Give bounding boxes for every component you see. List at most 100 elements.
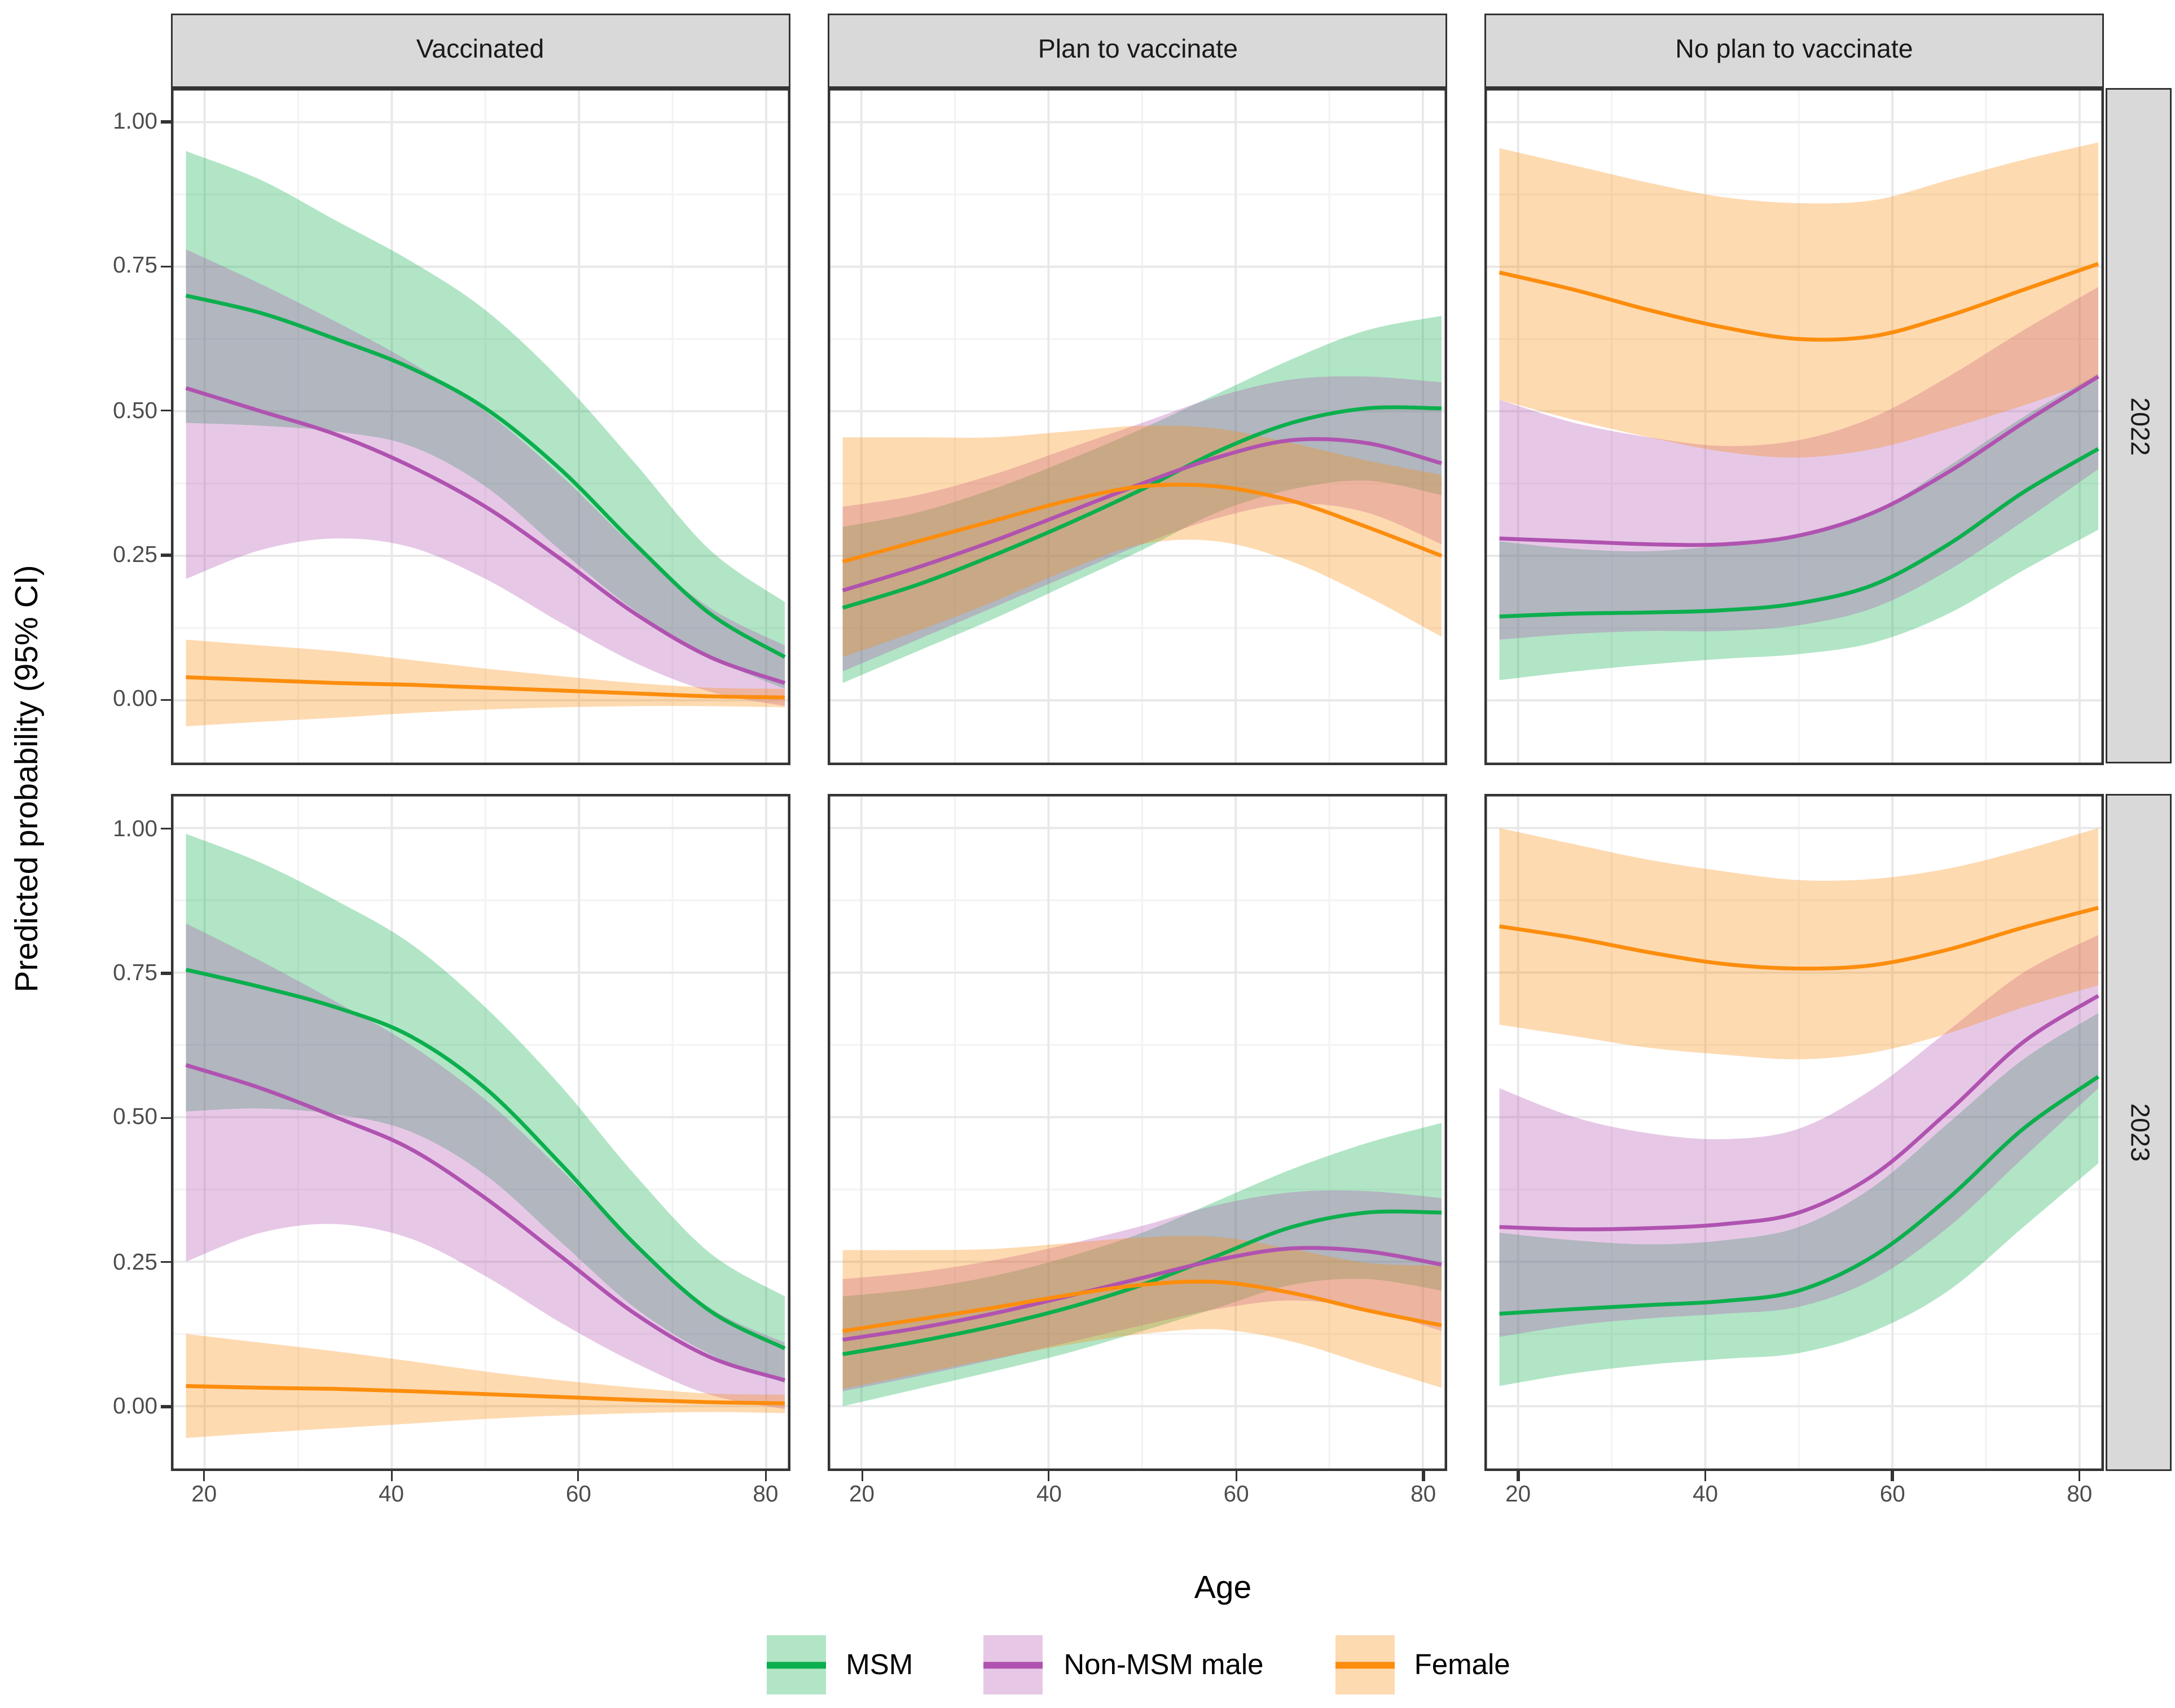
legend: MSM Non-MSM male Female (0, 1635, 2175, 1694)
facet-strip-2023: 2023 (2106, 794, 2172, 1471)
y-tick-mark (161, 1405, 171, 1408)
y-tick-label: 0.25 (113, 1248, 157, 1274)
y-tick-label: 0.00 (113, 1393, 157, 1419)
x-axis-title: Age (0, 1571, 2175, 1608)
panel-plot-area (170, 87, 790, 765)
ci-ribbon-msm (843, 315, 1442, 683)
y-tick-mark (161, 1116, 171, 1119)
facet-strip-2022: 2022 (2106, 87, 2172, 765)
panel-2022-plan-to-vaccinate (828, 87, 1448, 765)
ci-ribbon-msm (1499, 373, 2099, 680)
y-axis-title: Predicted probability (95% CI) (10, 565, 46, 993)
facet-strip-vaccinated: Vaccinated (170, 13, 790, 88)
ci-ribbon-msm (1499, 1013, 2099, 1387)
legend-key-line (1334, 1661, 1394, 1669)
legend-label: Female (1414, 1648, 1510, 1680)
panel-2023-no-plan-to-vaccinate (1484, 794, 2104, 1472)
facet-strip-label: Vaccinated (416, 35, 544, 64)
mean-line-non-msm-male (842, 436, 1443, 592)
mean-line-msm (184, 293, 785, 658)
panel-border (828, 794, 1448, 1472)
y-tick-label: 0.75 (113, 252, 157, 278)
ci-ribbon-non-msm-male (185, 924, 785, 1410)
legend-key-non-msm-male (984, 1635, 1044, 1694)
panel-border (170, 87, 790, 765)
x-tick-mark (764, 1471, 767, 1481)
x-tick-label: 20 (191, 1481, 217, 1507)
mean-line-msm (842, 405, 1442, 609)
panel-2022-no-plan-to-vaccinate (1484, 87, 2104, 765)
mean-line-non-msm-male (184, 1064, 785, 1383)
y-tick-mark (161, 409, 171, 412)
mean-line-msm (1499, 446, 2099, 618)
mean-line-female (842, 1280, 1443, 1334)
facet-strip-label: No plan to vaccinate (1675, 35, 1913, 64)
ci-ribbon-msm (185, 150, 785, 688)
y-tick-mark (161, 827, 171, 830)
y-tick-label: 0.00 (113, 686, 157, 712)
facet-strip-label: Plan to vaccinate (1038, 35, 1238, 64)
x-tick-label: 80 (1411, 1481, 1436, 1507)
x-tick-label: 40 (1036, 1481, 1062, 1507)
ci-ribbon-non-msm-male (843, 1191, 1442, 1392)
y-tick-label: 0.75 (113, 959, 157, 985)
ci-ribbon-non-msm-male (843, 376, 1442, 671)
x-tick-mark (390, 1471, 393, 1481)
legend-key-female (1334, 1635, 1394, 1694)
x-tick-mark (1517, 1471, 1519, 1481)
y-tick-label: 1.00 (113, 815, 157, 841)
legend-item-non-msm-male: Non-MSM male (984, 1635, 1264, 1694)
x-tick-mark (2078, 1471, 2081, 1481)
mean-line-msm (184, 968, 785, 1351)
x-tick-mark (860, 1471, 863, 1481)
y-tick-label: 0.25 (113, 542, 157, 567)
legend-key-msm (766, 1635, 826, 1694)
ci-ribbon-non-msm-male (1499, 935, 2099, 1338)
y-tick-mark (161, 1261, 171, 1263)
x-tick-label: 20 (849, 1481, 875, 1507)
x-tick-mark (1891, 1471, 1894, 1481)
mean-line-female (1499, 906, 2099, 971)
x-tick-mark (577, 1471, 580, 1481)
x-tick-label: 40 (1692, 1481, 1719, 1507)
panel-plot-area (1484, 794, 2104, 1472)
x-tick-label: 20 (1505, 1481, 1531, 1507)
panel-2023-vaccinated (170, 794, 790, 1472)
x-tick-label: 60 (1879, 1481, 1905, 1507)
ci-ribbon-female (1499, 142, 2099, 457)
panel-border (828, 87, 1448, 765)
panel-border (1484, 87, 2104, 765)
ci-ribbon-female (185, 1334, 785, 1439)
legend-key-line (766, 1661, 826, 1669)
legend-item-female: Female (1334, 1635, 1510, 1694)
mean-line-msm (1499, 1075, 2100, 1316)
mean-line-non-msm-male (842, 1246, 1443, 1342)
legend-key-line (984, 1661, 1044, 1669)
y-tick-label: 1.00 (113, 108, 157, 134)
ci-ribbon-female (185, 639, 785, 726)
mean-line-female (185, 1384, 785, 1406)
panel-2022-vaccinated (170, 87, 790, 765)
x-tick-mark (203, 1471, 205, 1481)
facet-strip-label: 2022 (2125, 396, 2154, 455)
x-tick-mark (1704, 1471, 1707, 1481)
x-tick-label: 80 (753, 1481, 779, 1507)
legend-label: Non-MSM male (1064, 1648, 1264, 1680)
mean-line-female (1499, 261, 2099, 341)
x-tick-label: 40 (379, 1481, 405, 1507)
facet-strip-label: 2023 (2125, 1103, 2154, 1162)
mean-line-non-msm-male (184, 385, 785, 684)
panel-plot-area (1484, 87, 2104, 765)
facet-strip-no-plan-to-vaccinate: No plan to vaccinate (1484, 13, 2104, 88)
panel-2023-plan-to-vaccinate (828, 794, 1448, 1472)
panel-border (1484, 794, 2104, 1472)
y-tick-label: 0.50 (113, 397, 157, 423)
ci-ribbon-female (1499, 828, 2099, 1060)
ci-ribbon-non-msm-male (185, 248, 785, 706)
y-tick-label: 0.50 (113, 1104, 157, 1130)
panel-plot-area (828, 794, 1448, 1472)
ci-ribbon-female (843, 425, 1442, 657)
y-tick-mark (161, 265, 171, 267)
x-tick-label: 80 (2067, 1481, 2093, 1507)
